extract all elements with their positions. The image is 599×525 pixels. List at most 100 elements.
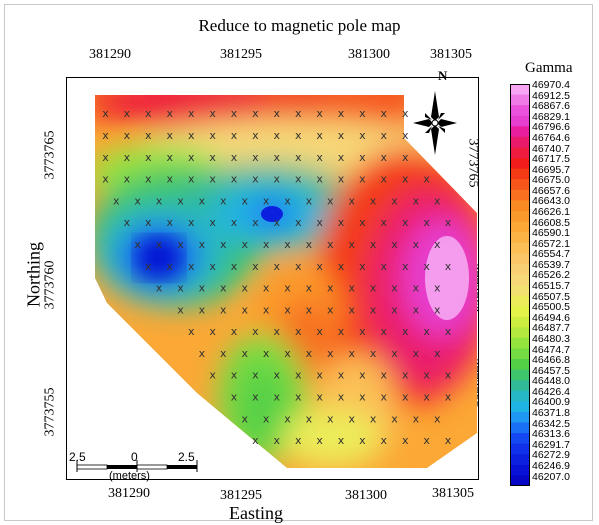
legend-swatch bbox=[510, 359, 530, 371]
station-marker: x bbox=[381, 107, 388, 120]
station-marker: x bbox=[423, 434, 430, 447]
legend-swatch bbox=[510, 348, 530, 360]
station-marker: x bbox=[284, 347, 291, 360]
station-marker: x bbox=[295, 216, 302, 229]
station-marker: x bbox=[263, 194, 270, 207]
station-marker: x bbox=[338, 151, 345, 164]
station-marker: x bbox=[370, 412, 377, 425]
legend-value-label: 46796.6 bbox=[532, 121, 570, 134]
left-tick-3773755: 3773755 bbox=[42, 387, 58, 437]
station-marker: x bbox=[274, 107, 281, 120]
legend-value-label: 46740.7 bbox=[532, 142, 570, 155]
legend-value-label: 46507.5 bbox=[532, 290, 570, 303]
legend-value-label: 46608.5 bbox=[532, 216, 570, 229]
legend-value-label: 46448.0 bbox=[532, 375, 570, 388]
station-marker: x bbox=[306, 238, 313, 251]
scale-bar bbox=[76, 460, 198, 472]
station-marker: x bbox=[381, 216, 388, 229]
station-marker: x bbox=[220, 303, 227, 316]
station-marker: x bbox=[241, 194, 248, 207]
station-marker: x bbox=[381, 151, 388, 164]
legend-value-label: 46313.6 bbox=[532, 428, 570, 441]
station-marker: x bbox=[199, 194, 206, 207]
station-marker: x bbox=[177, 303, 184, 316]
station-marker: x bbox=[231, 107, 238, 120]
legend-value-label: 46487.7 bbox=[532, 322, 570, 335]
station-marker: x bbox=[274, 434, 281, 447]
station-marker: x bbox=[391, 303, 398, 316]
station-marker: x bbox=[188, 107, 195, 120]
bottom-tick-381290: 381290 bbox=[108, 486, 150, 501]
station-marker: x bbox=[381, 129, 388, 142]
station-marker: x bbox=[391, 412, 398, 425]
station-marker: x bbox=[338, 107, 345, 120]
legend-swatch bbox=[510, 464, 530, 477]
station-marker: x bbox=[348, 347, 355, 360]
station-marker: x bbox=[348, 303, 355, 316]
station-marker: x bbox=[306, 282, 313, 295]
station-marker: x bbox=[231, 151, 238, 164]
station-marker: x bbox=[166, 129, 173, 142]
station-marker: x bbox=[370, 303, 377, 316]
legend-value-label: 46515.7 bbox=[532, 280, 570, 292]
station-marker: x bbox=[402, 216, 409, 229]
legend-swatch bbox=[510, 126, 530, 138]
station-marker: x bbox=[124, 129, 131, 142]
station-marker: x bbox=[252, 260, 259, 273]
station-marker: x bbox=[316, 151, 323, 164]
station-marker: x bbox=[445, 391, 452, 404]
station-marker: x bbox=[284, 194, 291, 207]
station-marker: x bbox=[199, 303, 206, 316]
legend-swatch bbox=[510, 274, 530, 286]
station-marker: x bbox=[423, 369, 430, 382]
station-marker: x bbox=[177, 282, 184, 295]
station-marker: x bbox=[327, 347, 334, 360]
legend-value-label: 46494.6 bbox=[532, 311, 570, 324]
station-marker: x bbox=[316, 325, 323, 338]
station-marker: x bbox=[295, 434, 302, 447]
legend-value-label: 46342.5 bbox=[532, 417, 570, 430]
station-marker: x bbox=[306, 194, 313, 207]
legend-value-label: 46207.0 bbox=[532, 470, 570, 483]
legend-swatch bbox=[510, 327, 530, 339]
station-marker: x bbox=[295, 107, 302, 120]
station-marker: x bbox=[316, 216, 323, 229]
scale-unit-label: (meters) bbox=[109, 470, 150, 482]
legend-swatch bbox=[510, 454, 530, 466]
station-marker: x bbox=[295, 173, 302, 186]
legend-value-label: 46590.1 bbox=[532, 227, 570, 240]
station-marker: x bbox=[402, 151, 409, 164]
station-marker: x bbox=[220, 282, 227, 295]
station-marker: x bbox=[381, 369, 388, 382]
station-marker: x bbox=[295, 129, 302, 142]
station-marker: x bbox=[338, 260, 345, 273]
legend-value-label: 46426.4 bbox=[532, 385, 570, 398]
station-marker: x bbox=[274, 260, 281, 273]
station-marker: x bbox=[145, 173, 152, 186]
station-marker: x bbox=[274, 173, 281, 186]
station-marker: x bbox=[166, 151, 173, 164]
station-marker: x bbox=[284, 282, 291, 295]
legend-swatch bbox=[510, 242, 530, 254]
station-marker: x bbox=[338, 434, 345, 447]
station-marker: x bbox=[327, 282, 334, 295]
station-marker: x bbox=[209, 173, 216, 186]
legend-value-label: 46466.8 bbox=[532, 354, 570, 367]
station-marker: x bbox=[370, 282, 377, 295]
station-marker: x bbox=[445, 325, 452, 338]
station-marker: x bbox=[188, 260, 195, 273]
station-marker: x bbox=[209, 107, 216, 120]
station-marker: x bbox=[252, 325, 259, 338]
legend-value-label: 46371.8 bbox=[532, 407, 570, 419]
station-marker: x bbox=[316, 260, 323, 273]
legend-value-label: 46912.5 bbox=[532, 89, 570, 102]
station-marker: x bbox=[423, 216, 430, 229]
legend-swatch bbox=[510, 189, 530, 201]
legend-value-label: 46554.7 bbox=[532, 248, 570, 261]
legend-swatch bbox=[510, 136, 530, 149]
legend-swatch bbox=[510, 179, 530, 191]
legend-value-label: 46764.6 bbox=[532, 131, 570, 144]
station-marker: x bbox=[252, 391, 259, 404]
station-marker: x bbox=[316, 173, 323, 186]
legend-swatch bbox=[510, 200, 530, 212]
